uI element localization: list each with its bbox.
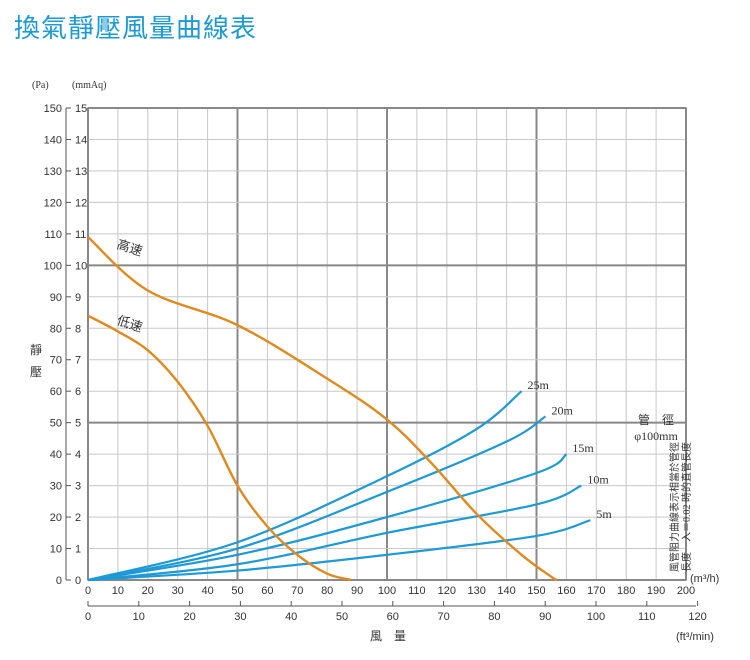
duct-curve-10m (87, 484, 582, 582)
x-tick-ft3min: 90 (539, 611, 551, 623)
x-tick-m3h: 60 (261, 585, 273, 597)
x-tick-ft3min: 100 (587, 611, 605, 623)
x-tick-m3h: 120 (438, 585, 456, 597)
pipe-diameter-heading: 管 徑 (638, 412, 674, 427)
x-tick-m3h: 140 (497, 585, 515, 597)
fan-curve-high (87, 236, 558, 582)
duct-curve-15m (87, 453, 568, 582)
x-tick-m3h: 190 (647, 585, 665, 597)
duct-curve-label: 20m (551, 403, 573, 417)
plot-frame (87, 107, 687, 581)
x-tick-m3h: 80 (321, 585, 333, 597)
pipe-diameter-value: φ100mm (634, 429, 678, 443)
y-tick-mmaq: 3 (75, 481, 81, 493)
x-tick-ft3min: 70 (437, 611, 449, 623)
y-tick-mmaq: 7 (75, 355, 81, 367)
x-tick-ft3min: 110 (638, 611, 656, 623)
y-unit-mmaq: (mmAq) (72, 80, 106, 91)
y-tick-pa: 120 (44, 197, 62, 209)
x-tick-m3h: 160 (557, 585, 575, 597)
y-tick-mmaq: 5 (75, 418, 81, 430)
y-tick-pa: 20 (50, 512, 62, 524)
duct-curve-label: 15m (572, 441, 594, 455)
x-tick-ft3min: 10 (133, 611, 145, 623)
y-tick-mmaq: 11 (75, 229, 86, 241)
y-tick-mmaq: 1 (75, 544, 81, 556)
page-title: 換氣靜壓風量曲線表 (14, 14, 258, 44)
x-tick-m3h: 170 (587, 585, 605, 597)
x-tick-m3h: 90 (351, 585, 363, 597)
duct-curve-5m (87, 519, 591, 582)
x-axis-label: 風 量 (370, 629, 406, 643)
x-unit-m3h: (m³/h) (690, 573, 719, 585)
y-tick-pa: 110 (44, 229, 62, 241)
y-tick-pa: 70 (50, 355, 62, 367)
y-tick-pa: 130 (44, 166, 62, 178)
x-tick-ft3min: 30 (234, 611, 246, 623)
x-unit-ft3min: (ft³/min) (676, 631, 714, 643)
x-tick-ft3min: 0 (85, 611, 91, 623)
x-tick-m3h: 30 (172, 585, 184, 597)
y-tick-pa: 150 (44, 103, 62, 115)
note-line-1: 風管阻力曲線表示相當於管徑 (668, 442, 681, 572)
y-axis-label-char: 靜 (30, 343, 42, 357)
y-tick-pa: 140 (44, 134, 62, 146)
x-tick-ft3min: 60 (387, 611, 399, 623)
x-tick-m3h: 40 (201, 585, 213, 597)
y-tick-pa: 90 (50, 292, 62, 304)
y-tick-pa: 80 (50, 323, 62, 335)
y-tick-pa: 30 (50, 481, 62, 493)
x-tick-m3h: 200 (677, 585, 695, 597)
y-axis-label-char: 壓 (30, 365, 42, 379)
x-tick-m3h: 0 (85, 585, 91, 597)
x-tick-ft3min: 120 (688, 611, 706, 623)
x-tick-ft3min: 40 (285, 611, 297, 623)
y-tick-mmaq: 12 (75, 197, 87, 209)
y-tick-mmaq: 9 (75, 292, 81, 304)
y-tick-mmaq: 6 (75, 386, 81, 398)
y-tick-pa: 10 (50, 544, 62, 556)
x-tick-ft3min: 50 (336, 611, 348, 623)
x-tick-m3h: 10 (112, 585, 124, 597)
duct-curve-label: 10m (587, 473, 609, 487)
y-tick-mmaq: 8 (75, 323, 81, 335)
y-tick-mmaq: 14 (75, 134, 87, 146)
x-tick-m3h: 110 (408, 585, 426, 597)
x-tick-m3h: 180 (617, 585, 635, 597)
y-tick-mmaq: 13 (75, 166, 87, 178)
x-tick-m3h: 50 (231, 585, 243, 597)
duct-curve-20m (87, 415, 547, 582)
x-tick-ft3min: 20 (183, 611, 195, 623)
y-tick-pa: 60 (50, 386, 62, 398)
x-tick-m3h: 70 (291, 585, 303, 597)
y-tick-mmaq: 10 (75, 260, 87, 272)
y-unit-pa: (Pa) (32, 80, 49, 91)
y-tick-pa: 100 (44, 260, 62, 272)
y-tick-pa: 0 (56, 575, 62, 587)
x-tick-m3h: 20 (142, 585, 154, 597)
y-tick-pa: 40 (50, 449, 62, 461)
y-tick-mmaq: 4 (75, 449, 81, 461)
y-tick-mmaq: 2 (75, 512, 81, 524)
x-tick-m3h: 130 (468, 585, 486, 597)
duct-curve-label: 5m (596, 507, 612, 521)
duct-curve-25m (87, 390, 523, 582)
x-tick-m3h: 100 (378, 585, 396, 597)
y-tick-mmaq: 0 (75, 575, 81, 587)
duct-curve-label: 25m (528, 378, 550, 392)
y-tick-mmaq: 15 (75, 103, 87, 115)
x-tick-ft3min: 80 (488, 611, 500, 623)
fan-curve-low (87, 314, 352, 582)
fan-curve-label-high: 高速 (115, 237, 145, 260)
y-tick-pa: 50 (50, 418, 62, 430)
note-line-2: 長度 入＝0.02 時的直管長度 (680, 442, 693, 572)
x-tick-m3h: 150 (527, 585, 545, 597)
